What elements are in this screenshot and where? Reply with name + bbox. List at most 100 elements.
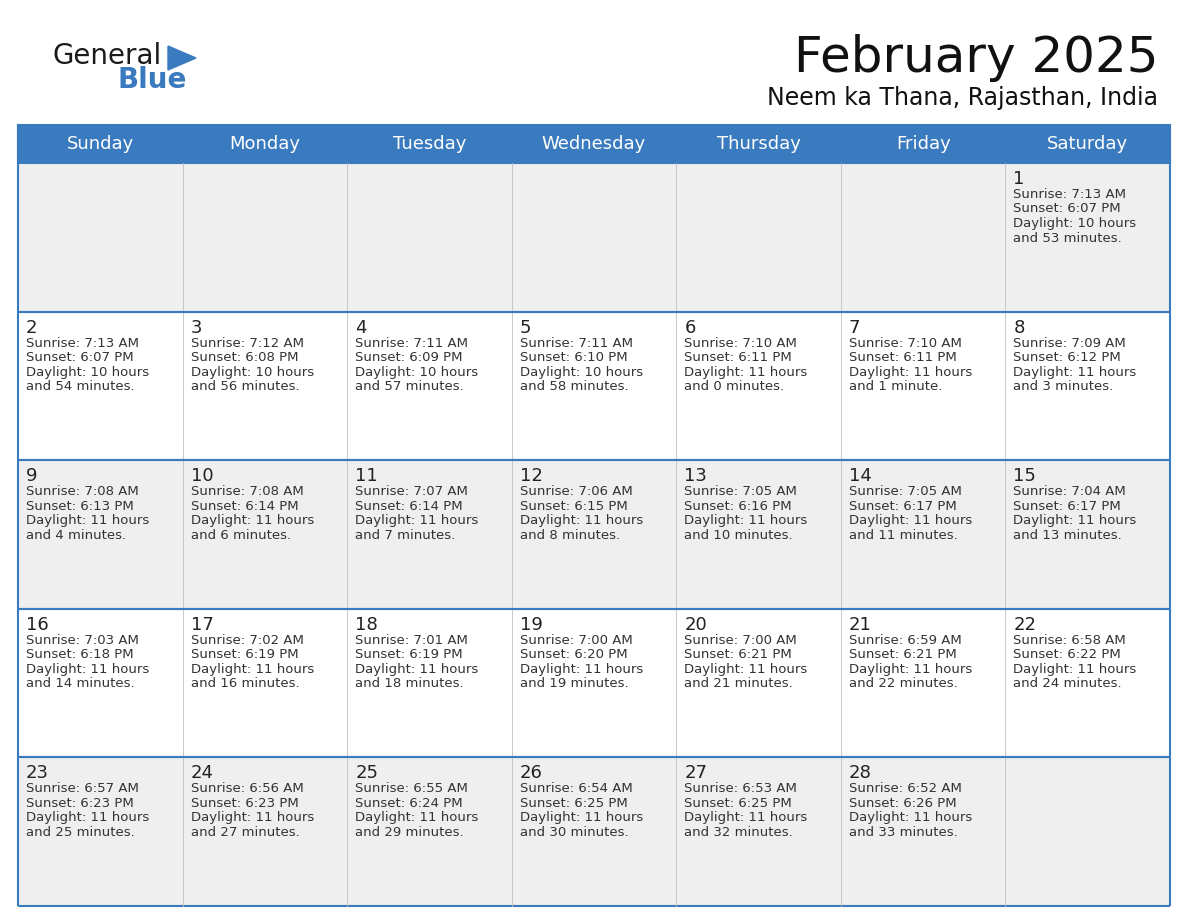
Text: 4: 4 [355, 319, 367, 337]
Text: Daylight: 11 hours: Daylight: 11 hours [849, 663, 972, 676]
Text: Daylight: 11 hours: Daylight: 11 hours [190, 514, 314, 527]
Text: Daylight: 11 hours: Daylight: 11 hours [190, 663, 314, 676]
Text: Daylight: 11 hours: Daylight: 11 hours [1013, 514, 1137, 527]
Text: Sunset: 6:17 PM: Sunset: 6:17 PM [849, 499, 956, 512]
Text: 21: 21 [849, 616, 872, 633]
Text: Sunrise: 7:11 AM: Sunrise: 7:11 AM [355, 337, 468, 350]
Text: 12: 12 [519, 467, 543, 486]
Text: Neem ka Thana, Rajasthan, India: Neem ka Thana, Rajasthan, India [767, 86, 1158, 110]
Text: Sunrise: 6:53 AM: Sunrise: 6:53 AM [684, 782, 797, 795]
Text: Sunrise: 7:08 AM: Sunrise: 7:08 AM [26, 486, 139, 498]
Text: 3: 3 [190, 319, 202, 337]
Text: and 56 minutes.: and 56 minutes. [190, 380, 299, 393]
Text: 28: 28 [849, 765, 872, 782]
Text: Thursday: Thursday [716, 135, 801, 153]
Text: 18: 18 [355, 616, 378, 633]
Text: 9: 9 [26, 467, 38, 486]
Text: and 19 minutes.: and 19 minutes. [519, 677, 628, 690]
Text: and 13 minutes.: and 13 minutes. [1013, 529, 1123, 542]
Text: Sunrise: 6:58 AM: Sunrise: 6:58 AM [1013, 633, 1126, 647]
Text: Friday: Friday [896, 135, 950, 153]
Text: Daylight: 11 hours: Daylight: 11 hours [684, 812, 808, 824]
Text: Sunset: 6:17 PM: Sunset: 6:17 PM [1013, 499, 1121, 512]
Text: Daylight: 11 hours: Daylight: 11 hours [519, 812, 643, 824]
Text: and 8 minutes.: and 8 minutes. [519, 529, 620, 542]
Text: Sunrise: 7:04 AM: Sunrise: 7:04 AM [1013, 486, 1126, 498]
Polygon shape [168, 46, 196, 70]
Text: 15: 15 [1013, 467, 1036, 486]
Text: February 2025: February 2025 [794, 34, 1158, 82]
Text: Sunset: 6:13 PM: Sunset: 6:13 PM [26, 499, 134, 512]
Text: Daylight: 11 hours: Daylight: 11 hours [26, 812, 150, 824]
Text: Sunset: 6:21 PM: Sunset: 6:21 PM [684, 648, 792, 661]
Text: Sunset: 6:19 PM: Sunset: 6:19 PM [355, 648, 463, 661]
Text: Sunrise: 7:08 AM: Sunrise: 7:08 AM [190, 486, 303, 498]
Text: 19: 19 [519, 616, 543, 633]
Text: and 18 minutes.: and 18 minutes. [355, 677, 463, 690]
Bar [676, 125, 841, 163]
Text: Daylight: 11 hours: Daylight: 11 hours [684, 663, 808, 676]
Text: 20: 20 [684, 616, 707, 633]
Text: Sunset: 6:11 PM: Sunset: 6:11 PM [684, 351, 792, 364]
Text: 16: 16 [26, 616, 49, 633]
Text: 5: 5 [519, 319, 531, 337]
Bar [18, 163, 1170, 311]
Text: 6: 6 [684, 319, 696, 337]
Text: and 54 minutes.: and 54 minutes. [26, 380, 134, 393]
Text: and 30 minutes.: and 30 minutes. [519, 826, 628, 839]
Text: Sunrise: 6:56 AM: Sunrise: 6:56 AM [190, 782, 303, 795]
Text: Sunset: 6:09 PM: Sunset: 6:09 PM [355, 351, 462, 364]
Text: Sunrise: 7:10 AM: Sunrise: 7:10 AM [849, 337, 962, 350]
Text: and 29 minutes.: and 29 minutes. [355, 826, 463, 839]
Text: Sunset: 6:20 PM: Sunset: 6:20 PM [519, 648, 627, 661]
Text: 11: 11 [355, 467, 378, 486]
Bar [512, 125, 676, 163]
Text: and 57 minutes.: and 57 minutes. [355, 380, 463, 393]
Text: and 58 minutes.: and 58 minutes. [519, 380, 628, 393]
Text: Sunrise: 7:01 AM: Sunrise: 7:01 AM [355, 633, 468, 647]
Text: 25: 25 [355, 765, 378, 782]
Text: Sunrise: 7:10 AM: Sunrise: 7:10 AM [684, 337, 797, 350]
Text: Sunset: 6:21 PM: Sunset: 6:21 PM [849, 648, 956, 661]
Text: Daylight: 10 hours: Daylight: 10 hours [355, 365, 479, 378]
Text: Sunrise: 7:07 AM: Sunrise: 7:07 AM [355, 486, 468, 498]
Text: 7: 7 [849, 319, 860, 337]
Text: Sunset: 6:16 PM: Sunset: 6:16 PM [684, 499, 792, 512]
Text: Sunrise: 7:13 AM: Sunrise: 7:13 AM [26, 337, 139, 350]
Text: Daylight: 10 hours: Daylight: 10 hours [190, 365, 314, 378]
Text: 14: 14 [849, 467, 872, 486]
Text: Daylight: 11 hours: Daylight: 11 hours [684, 365, 808, 378]
Text: Sunrise: 7:05 AM: Sunrise: 7:05 AM [849, 486, 962, 498]
Text: Sunset: 6:07 PM: Sunset: 6:07 PM [26, 351, 133, 364]
Text: Sunset: 6:07 PM: Sunset: 6:07 PM [1013, 203, 1121, 216]
Text: and 22 minutes.: and 22 minutes. [849, 677, 958, 690]
Text: and 16 minutes.: and 16 minutes. [190, 677, 299, 690]
Text: 27: 27 [684, 765, 707, 782]
Text: Sunrise: 7:13 AM: Sunrise: 7:13 AM [1013, 188, 1126, 201]
Text: Sunrise: 7:03 AM: Sunrise: 7:03 AM [26, 633, 139, 647]
Text: Sunset: 6:25 PM: Sunset: 6:25 PM [684, 797, 792, 810]
Text: Blue: Blue [118, 66, 188, 94]
Text: Sunrise: 7:06 AM: Sunrise: 7:06 AM [519, 486, 632, 498]
Text: Daylight: 11 hours: Daylight: 11 hours [355, 514, 479, 527]
Text: and 53 minutes.: and 53 minutes. [1013, 231, 1123, 244]
Text: Sunset: 6:14 PM: Sunset: 6:14 PM [355, 499, 463, 512]
Text: Sunset: 6:15 PM: Sunset: 6:15 PM [519, 499, 627, 512]
Text: Daylight: 11 hours: Daylight: 11 hours [849, 812, 972, 824]
Text: Daylight: 11 hours: Daylight: 11 hours [355, 812, 479, 824]
Bar [18, 460, 1170, 609]
Text: Daylight: 11 hours: Daylight: 11 hours [190, 812, 314, 824]
Text: Sunset: 6:08 PM: Sunset: 6:08 PM [190, 351, 298, 364]
Text: and 11 minutes.: and 11 minutes. [849, 529, 958, 542]
Text: and 33 minutes.: and 33 minutes. [849, 826, 958, 839]
Text: Sunrise: 7:02 AM: Sunrise: 7:02 AM [190, 633, 303, 647]
Text: 10: 10 [190, 467, 213, 486]
Bar [347, 125, 512, 163]
Text: and 27 minutes.: and 27 minutes. [190, 826, 299, 839]
Text: Daylight: 11 hours: Daylight: 11 hours [849, 514, 972, 527]
Text: Sunset: 6:14 PM: Sunset: 6:14 PM [190, 499, 298, 512]
Text: Tuesday: Tuesday [393, 135, 466, 153]
Text: 8: 8 [1013, 319, 1025, 337]
Bar [18, 125, 183, 163]
Text: Sunrise: 6:52 AM: Sunrise: 6:52 AM [849, 782, 962, 795]
